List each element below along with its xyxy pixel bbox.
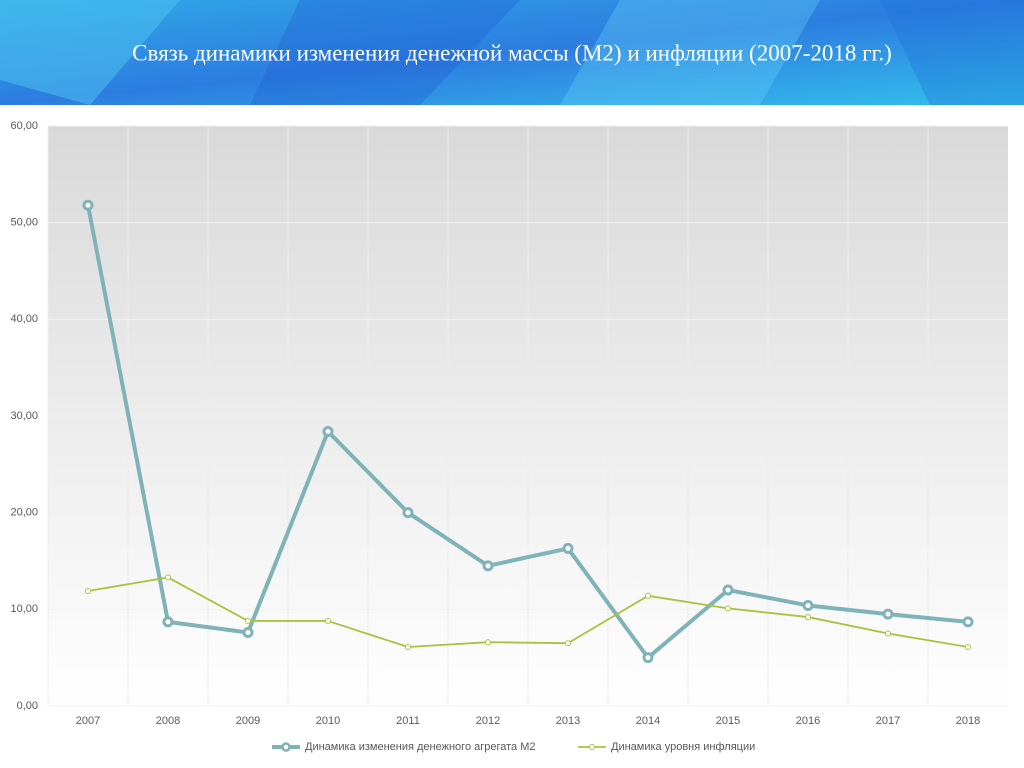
header-shape xyxy=(560,0,820,105)
x-tick-label: 2012 xyxy=(476,715,500,727)
data-point xyxy=(722,584,734,596)
data-point xyxy=(322,425,334,437)
x-tick-label: 2014 xyxy=(636,715,660,727)
x-tick-label: 2013 xyxy=(556,715,580,727)
data-point xyxy=(802,599,814,611)
x-tick-label: 2011 xyxy=(396,715,420,727)
data-point xyxy=(402,507,414,519)
data-point xyxy=(485,639,491,646)
header-shape xyxy=(0,0,180,105)
legend-marker xyxy=(589,744,595,750)
data-point xyxy=(82,199,94,211)
y-tick-label: 60,00 xyxy=(10,120,38,132)
data-point xyxy=(565,640,571,647)
data-point xyxy=(242,627,254,639)
data-point xyxy=(405,644,411,651)
y-tick-label: 40,00 xyxy=(10,313,38,325)
y-tick-label: 10,00 xyxy=(10,603,38,615)
header-shape xyxy=(250,0,520,105)
x-tick-label: 2008 xyxy=(156,715,180,727)
legend-label: Динамика уровня инфляции xyxy=(611,741,755,753)
data-point xyxy=(882,608,894,620)
data-point xyxy=(645,592,651,599)
x-tick-label: 2010 xyxy=(316,715,340,727)
x-tick-label: 2017 xyxy=(876,715,900,727)
series-line xyxy=(87,576,969,648)
data-point xyxy=(725,605,731,612)
data-point xyxy=(482,560,494,572)
x-tick-label: 2009 xyxy=(236,715,260,727)
data-point xyxy=(805,614,811,621)
y-tick-label: 30,00 xyxy=(10,410,38,422)
series-line xyxy=(86,204,969,660)
data-point xyxy=(85,587,91,594)
x-tick-label: 2016 xyxy=(796,715,820,727)
data-point xyxy=(642,652,654,664)
x-tick-label: 2018 xyxy=(956,715,980,727)
header-shape xyxy=(880,0,1024,105)
data-point xyxy=(885,630,891,637)
data-point xyxy=(562,542,574,554)
x-tick-label: 2015 xyxy=(716,715,740,727)
data-point xyxy=(165,574,171,581)
y-tick-label: 20,00 xyxy=(10,507,38,519)
data-point xyxy=(965,644,971,651)
legend-marker xyxy=(281,742,291,752)
legend-label: Динамика изменения денежного агрегата М2 xyxy=(305,741,536,753)
y-tick-label: 0,00 xyxy=(17,700,38,712)
data-point xyxy=(245,617,251,624)
chart-title: Связь динамики изменения денежной массы … xyxy=(132,40,892,65)
header-banner xyxy=(0,0,1024,105)
data-point xyxy=(162,616,174,628)
y-tick-label: 50,00 xyxy=(10,217,38,229)
data-point xyxy=(962,616,974,628)
x-tick-label: 2007 xyxy=(76,715,100,727)
data-point xyxy=(325,617,331,624)
